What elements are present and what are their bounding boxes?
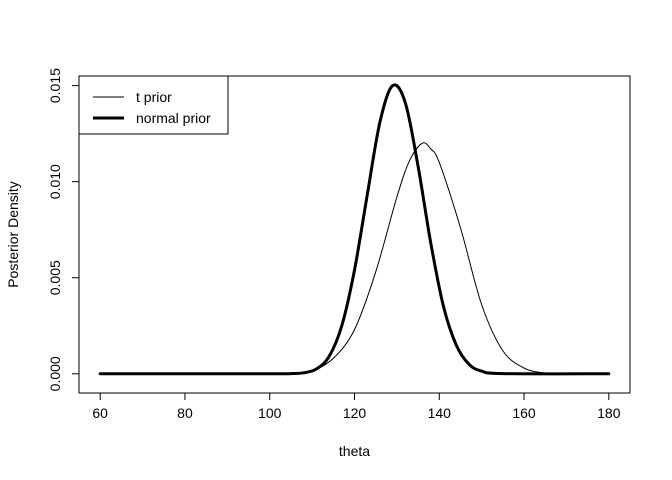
legend-label-normal-prior: normal prior (136, 110, 211, 126)
x-tick-label: 140 (428, 405, 452, 421)
x-tick-label: 180 (597, 405, 621, 421)
y-tick-label: 0.000 (47, 356, 63, 391)
y-tick-label: 0.010 (47, 164, 63, 199)
legend-label-t-prior: t prior (136, 89, 172, 105)
series-line-t-prior (99, 142, 610, 375)
x-axis-title: theta (339, 443, 370, 459)
x-tick-label: 160 (512, 405, 536, 421)
x-tick-label: 100 (258, 405, 282, 421)
y-tick-label: 0.015 (47, 68, 63, 103)
x-tick-label: 60 (92, 405, 108, 421)
y-tick-label: 0.005 (47, 260, 63, 295)
legend-box (78, 75, 229, 135)
x-axis: 60 80 100 120 140 160 180 (92, 392, 621, 421)
legend: t prior normal prior (78, 75, 229, 135)
x-tick-label: 80 (177, 405, 193, 421)
x-tick-label: 120 (343, 405, 367, 421)
y-axis-title: Posterior Density (5, 181, 21, 288)
series-line-normal-prior (98, 83, 611, 376)
series-layer (98, 83, 611, 376)
y-axis: 0.000 0.005 0.010 0.015 (47, 68, 80, 391)
